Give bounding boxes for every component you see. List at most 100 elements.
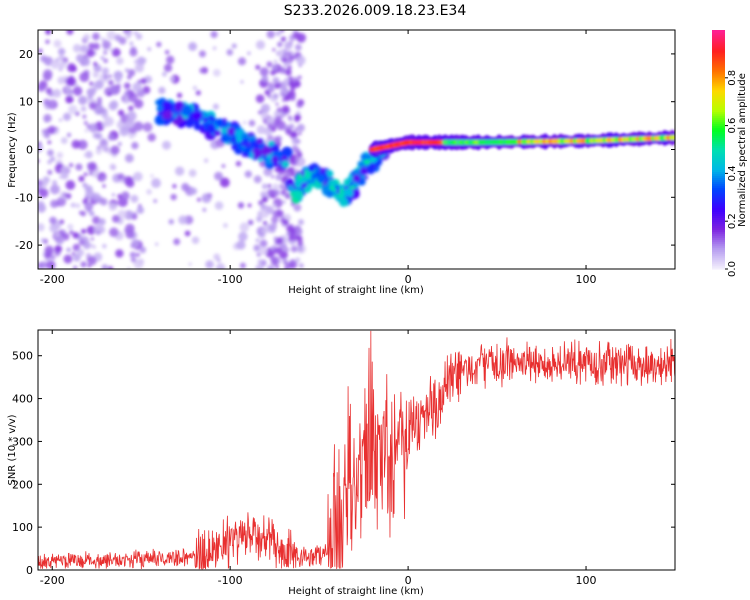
- noise-blob: [266, 134, 274, 142]
- colorbar-swatch: [712, 149, 725, 153]
- noise-blob: [92, 216, 101, 225]
- noise-blob: [295, 148, 301, 154]
- noise-blob: [249, 220, 254, 225]
- noise-blob: [92, 32, 100, 41]
- y-tick-label: 200: [12, 478, 33, 491]
- noise-blob: [280, 190, 286, 195]
- colorbar-swatch: [712, 189, 725, 192]
- colorbar-swatch: [712, 267, 725, 270]
- colorbar-swatch: [712, 77, 725, 81]
- noise-blob: [293, 203, 302, 212]
- noise-blob: [120, 178, 125, 184]
- noise-blob: [283, 219, 289, 225]
- noise-blob: [109, 100, 119, 109]
- noise-blob: [101, 67, 110, 75]
- noise-blob: [219, 177, 230, 188]
- noise-blob: [71, 139, 81, 149]
- spectrogram-x-label: Height of straight line (km): [288, 285, 424, 296]
- snr-line: [38, 330, 675, 570]
- noise-blob: [237, 202, 245, 209]
- colorbar-swatch: [712, 257, 725, 260]
- x-tick-label: -200: [40, 574, 65, 587]
- noise-blob: [111, 48, 121, 57]
- band-blob: [359, 167, 368, 176]
- noise-blob: [129, 41, 134, 46]
- noise-blob: [44, 245, 54, 255]
- noise-blob: [133, 59, 138, 64]
- colorbar-swatch: [712, 30, 725, 33]
- band-blob: [333, 194, 338, 199]
- colorbar-swatch: [712, 169, 725, 173]
- noise-blob: [226, 48, 234, 56]
- colorbar-swatch: [712, 193, 725, 196]
- noise-blob: [129, 251, 136, 258]
- noise-blob: [87, 256, 97, 266]
- noise-blob: [75, 163, 83, 171]
- noise-blob: [125, 119, 135, 128]
- noise-blob: [139, 246, 147, 254]
- band-blob: [194, 120, 200, 127]
- colorbar-swatch: [712, 203, 725, 206]
- noise-blob: [141, 58, 147, 63]
- noise-blob: [284, 68, 292, 76]
- x-tick-label: 100: [576, 574, 597, 587]
- noise-blob: [89, 171, 93, 176]
- noise-blob: [116, 57, 124, 65]
- noise-blob: [133, 171, 143, 182]
- noise-blob: [289, 95, 296, 101]
- noise-blob: [288, 76, 293, 81]
- noise-blob: [271, 216, 279, 224]
- band-blob: [297, 179, 303, 185]
- noise-blob: [235, 160, 242, 167]
- y-tick-label: -10: [15, 191, 33, 204]
- snr-plot-area: [38, 330, 675, 570]
- colorbar-swatch: [712, 211, 725, 214]
- colorbar-swatch: [712, 179, 725, 182]
- noise-blob: [113, 70, 123, 81]
- colorbar-swatch: [712, 71, 725, 75]
- noise-blob: [46, 149, 54, 157]
- noise-blob: [259, 239, 268, 248]
- colorbar-swatch: [712, 133, 725, 137]
- noise-blob: [124, 210, 134, 220]
- noise-blob: [107, 266, 114, 269]
- noise-blob: [47, 99, 58, 110]
- noise-blob: [223, 223, 228, 228]
- colorbar-swatch: [712, 265, 725, 268]
- colorbar-swatch: [712, 263, 725, 266]
- noise-blob: [100, 37, 105, 42]
- noise-blob: [77, 139, 88, 150]
- band-blob: [274, 162, 280, 168]
- noise-blob: [272, 203, 277, 208]
- noise-blob: [261, 196, 268, 203]
- noise-blob: [100, 176, 106, 182]
- band-blob: [265, 157, 274, 166]
- colorbar-swatch: [712, 177, 725, 180]
- spectrogram-descending-band-lower: [285, 141, 390, 207]
- noise-blob: [175, 166, 185, 176]
- band-blob: [240, 145, 247, 151]
- colorbar-swatch: [712, 75, 725, 79]
- band-blob: [260, 143, 265, 148]
- noise-blob: [106, 30, 117, 41]
- colorbar-swatch: [712, 31, 725, 35]
- y-tick-label: 400: [12, 393, 33, 406]
- colorbar-swatch: [712, 111, 725, 115]
- noise-blob: [47, 140, 52, 145]
- noise-blob: [92, 42, 100, 50]
- band-blob: [223, 123, 228, 128]
- noise-blob: [57, 48, 66, 56]
- noise-blob: [258, 200, 264, 206]
- colorbar-swatch: [712, 83, 725, 87]
- colorbar-swatch: [712, 259, 725, 262]
- noise-blob: [133, 212, 137, 216]
- noise-blob: [140, 77, 147, 85]
- colorbar-swatch: [712, 241, 725, 244]
- noise-blob: [43, 181, 48, 186]
- noise-blob: [203, 158, 209, 163]
- colorbar-swatch: [712, 187, 725, 190]
- noise-blob: [43, 98, 50, 106]
- colorbar-swatch: [712, 213, 725, 216]
- noise-blob: [210, 30, 218, 39]
- colorbar-swatch: [712, 129, 725, 133]
